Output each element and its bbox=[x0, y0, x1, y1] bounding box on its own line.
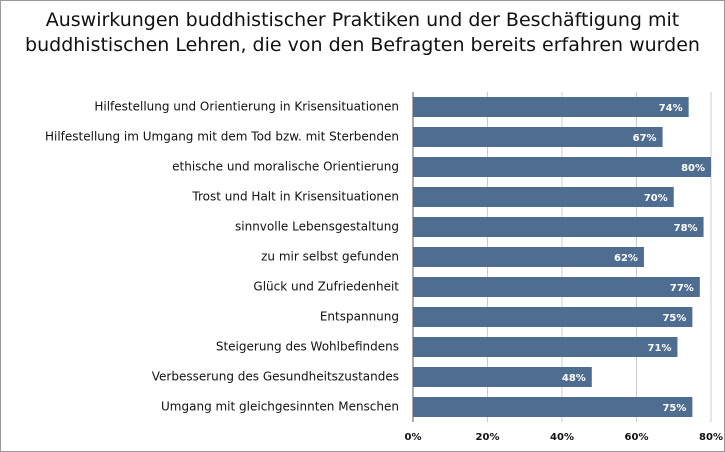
x-tick-label: 20% bbox=[476, 432, 500, 443]
y-tick-label: Steigerung des Wohlbefindens bbox=[216, 340, 399, 354]
bar bbox=[413, 367, 592, 387]
bar bbox=[413, 157, 711, 177]
y-tick-label: Entspannung bbox=[320, 310, 399, 324]
value-label: 71% bbox=[648, 343, 672, 354]
y-tick-label: Glück und Zufriedenheit bbox=[253, 280, 399, 294]
value-label: 80% bbox=[681, 163, 705, 174]
value-label: 77% bbox=[670, 283, 694, 294]
chart-title: Auswirkungen buddhistischer Praktiken un… bbox=[25, 9, 700, 56]
value-label: 78% bbox=[674, 223, 698, 234]
y-tick-label: Hilfestellung im Umgang mit dem Tod bzw.… bbox=[45, 130, 399, 144]
y-tick-label: Hilfestellung und Orientierung in Krisen… bbox=[94, 100, 399, 114]
bar bbox=[413, 187, 674, 207]
value-label: 62% bbox=[614, 253, 638, 264]
value-label: 75% bbox=[662, 313, 686, 324]
value-label: 75% bbox=[662, 403, 686, 414]
bar bbox=[413, 97, 689, 117]
x-tick-label: 60% bbox=[625, 432, 649, 443]
bar bbox=[413, 217, 704, 237]
x-tick-label: 80% bbox=[699, 432, 723, 443]
bar bbox=[413, 337, 678, 357]
bar bbox=[413, 397, 693, 417]
y-tick-label: Umgang mit gleichgesinnten Menschen bbox=[161, 400, 399, 414]
x-tick-label: 40% bbox=[550, 432, 574, 443]
y-tick-label: zu mir selbst gefunden bbox=[261, 250, 399, 264]
x-tick-label: 0% bbox=[405, 432, 422, 443]
y-tick-label: sinnvolle Lebensgestaltung bbox=[235, 220, 399, 234]
value-label: 67% bbox=[633, 133, 657, 144]
value-label: 70% bbox=[644, 193, 668, 204]
bar bbox=[413, 247, 644, 267]
bar bbox=[413, 277, 700, 297]
y-tick-label: Verbesserung des Gesundheitszustandes bbox=[152, 370, 399, 384]
y-tick-label: ethische und moralische Orientierung bbox=[172, 160, 399, 174]
value-label: 48% bbox=[562, 373, 586, 384]
y-tick-label: Trost und Halt in Krisensituationen bbox=[191, 190, 399, 204]
value-label: 74% bbox=[659, 103, 683, 114]
bar bbox=[413, 127, 663, 147]
bar bbox=[413, 307, 693, 327]
